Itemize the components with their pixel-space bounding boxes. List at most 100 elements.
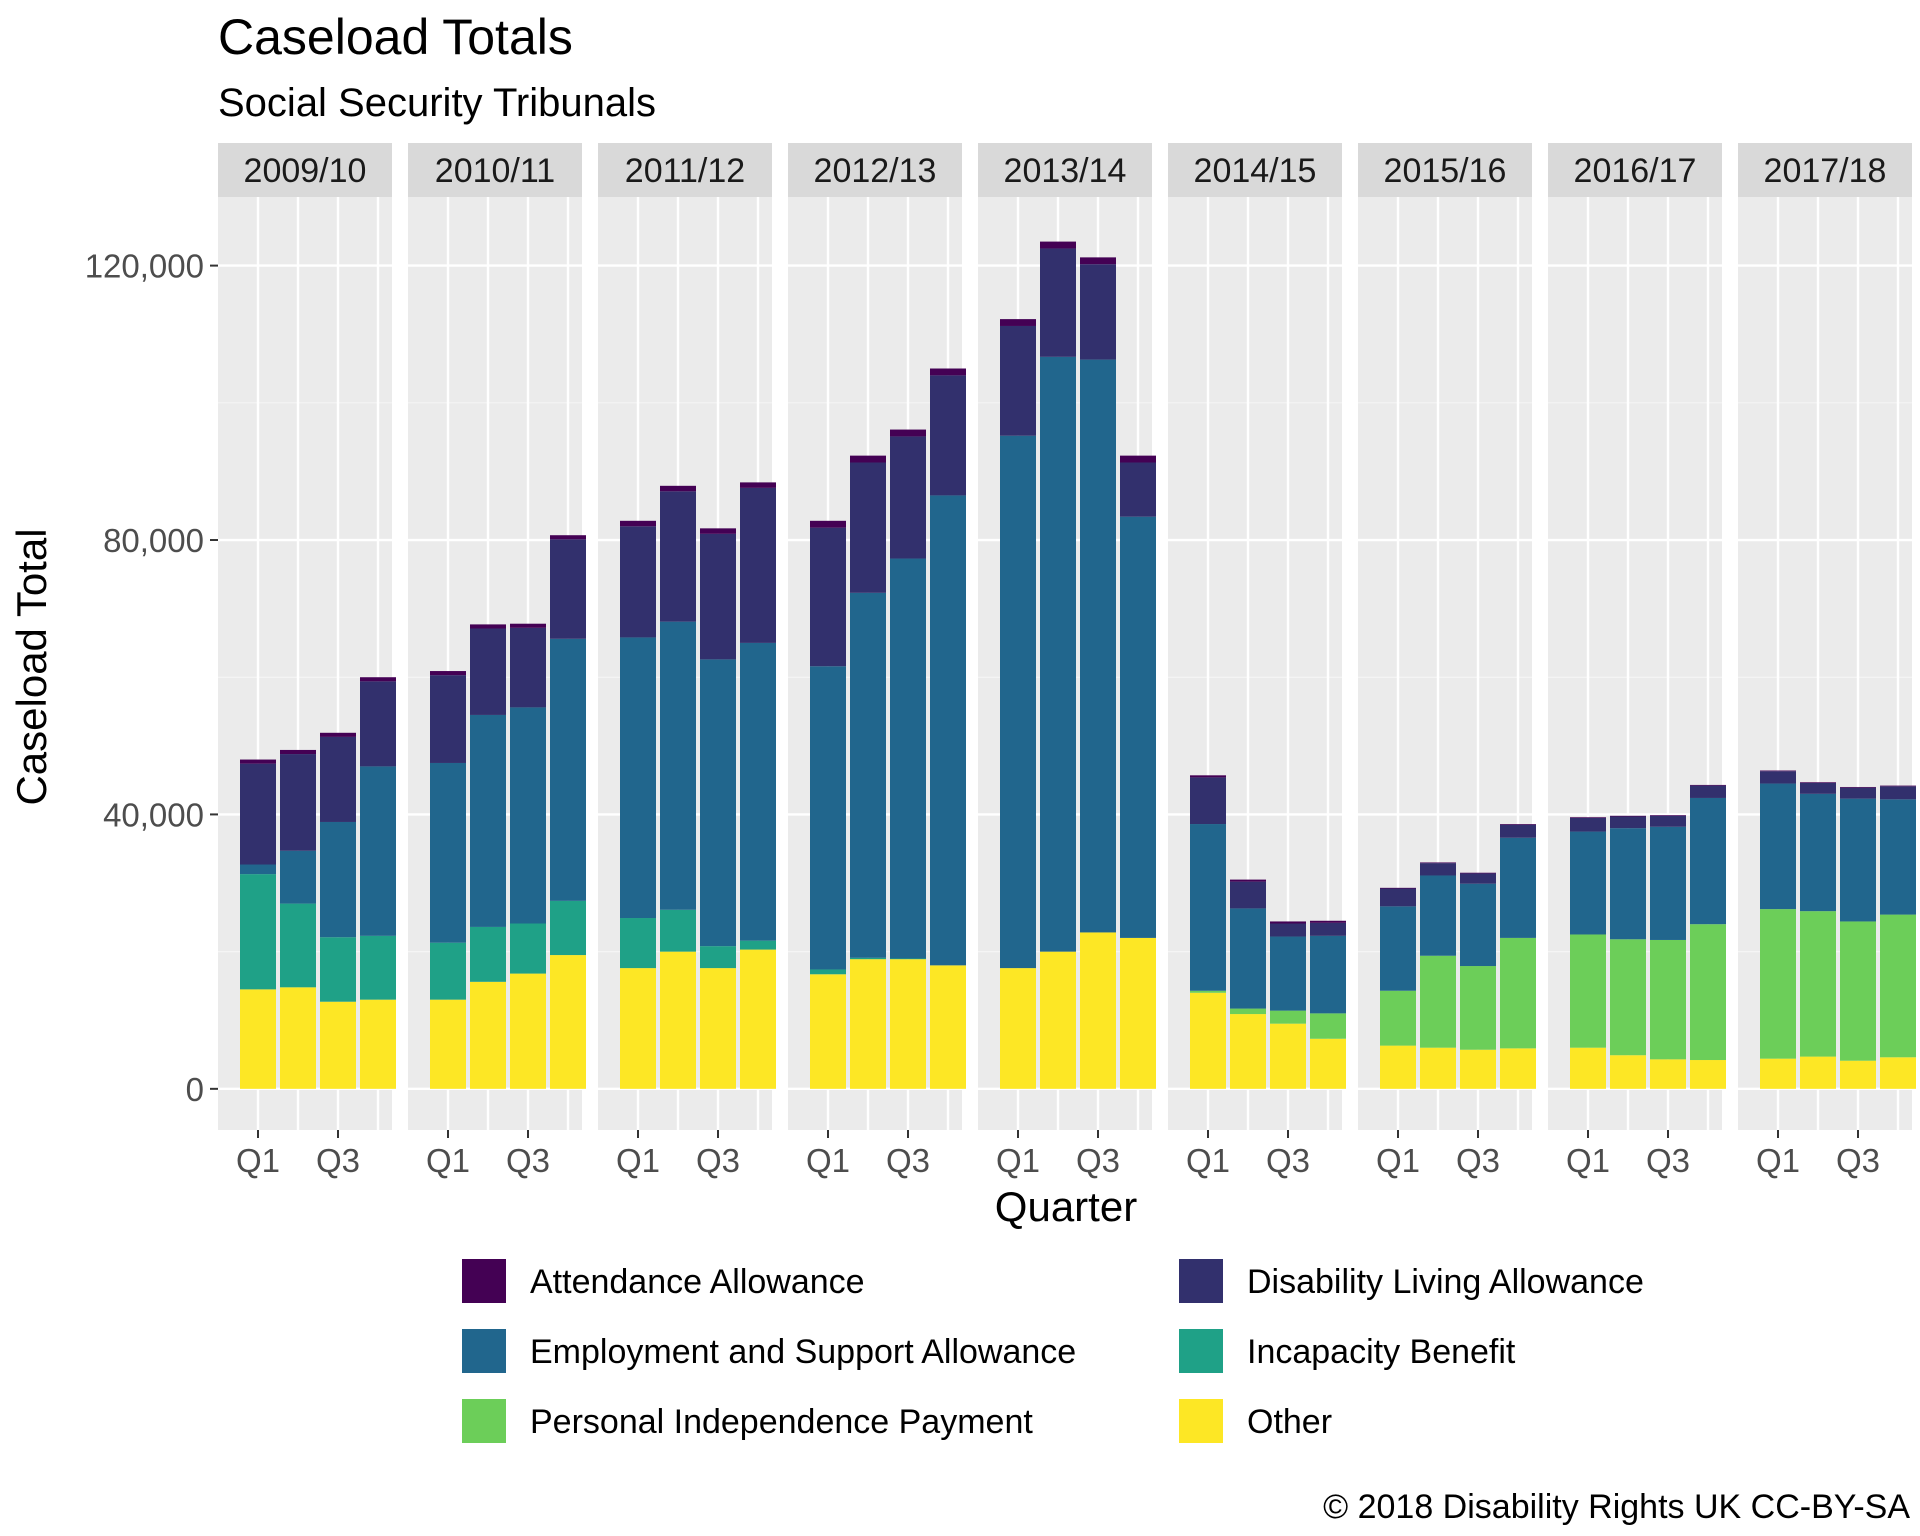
x-tick-label: Q3 xyxy=(1646,1142,1690,1179)
facet-strip xyxy=(1358,143,1532,197)
legend-label: Other xyxy=(1247,1403,1332,1441)
bar-segment xyxy=(1420,1047,1456,1089)
bar-segment xyxy=(1120,516,1156,938)
bar-segment xyxy=(1420,862,1456,864)
bar-segment xyxy=(1610,815,1646,817)
bar-segment xyxy=(1760,770,1796,772)
facet-strip xyxy=(1738,143,1912,197)
facet-strip-label: 2010/11 xyxy=(435,152,555,190)
bar-segment xyxy=(430,675,466,763)
bar-segment xyxy=(1460,872,1496,874)
x-tick-label: Q3 xyxy=(1456,1142,1500,1179)
bar-segment xyxy=(240,763,276,865)
legend-label: Personal Independence Payment xyxy=(530,1403,1033,1441)
bar-segment xyxy=(1270,1023,1306,1089)
bar-segment xyxy=(430,762,466,943)
bar-segment xyxy=(930,965,966,1089)
bar-segment xyxy=(1840,921,1876,1061)
facet-panel: 2012/13 Q1 Q3 xyxy=(788,143,966,1179)
bar-segment xyxy=(1650,815,1686,827)
bar-segment xyxy=(1040,248,1076,357)
bar-segment xyxy=(1040,951,1076,1089)
bar-segment xyxy=(810,527,846,667)
legend-label: Disability Living Allowance xyxy=(1247,1263,1644,1301)
bar-segment xyxy=(1080,359,1116,933)
facet-panel: 2015/16 Q1 Q3 xyxy=(1358,143,1536,1179)
bar-segment xyxy=(810,969,846,975)
bar-segment xyxy=(850,455,886,463)
bar-segment xyxy=(1000,435,1036,969)
bar-segment xyxy=(1840,787,1876,799)
bar-segment xyxy=(550,955,586,1089)
bar-segment xyxy=(1500,937,1536,1049)
bar-segment xyxy=(1230,1014,1266,1089)
bar-segment xyxy=(280,903,316,988)
bar-segment xyxy=(930,375,966,496)
bar-segment xyxy=(1380,887,1416,889)
bar-segment xyxy=(1880,1057,1916,1089)
bar-segment xyxy=(1120,937,1156,1089)
legend-item: Personal Independence Payment xyxy=(462,1399,1033,1443)
x-tick-label: Q1 xyxy=(1566,1142,1610,1179)
bar-segment xyxy=(660,951,696,1089)
bar-segment xyxy=(1000,325,1036,436)
bar-segment xyxy=(890,558,926,959)
bar-segment xyxy=(850,462,886,593)
bar-segment xyxy=(1190,992,1226,1089)
bar-segment xyxy=(1650,939,1686,1060)
bar-segment xyxy=(1800,911,1836,1057)
bar-segment xyxy=(1500,1048,1536,1089)
bar-segment xyxy=(850,592,886,958)
legend-item: Incapacity Benefit xyxy=(1179,1329,1516,1373)
bar-segment xyxy=(700,533,736,660)
bar-segment xyxy=(240,759,276,764)
bar-segment xyxy=(810,520,846,528)
bar-segment xyxy=(660,485,696,492)
bar-segment xyxy=(890,429,926,437)
bar-segment xyxy=(1610,939,1646,1056)
bar-segment xyxy=(700,946,736,969)
bar-segment xyxy=(510,707,546,924)
facet-panel: 2011/12 Q1 Q3 xyxy=(598,143,776,1179)
bar-segment xyxy=(510,623,546,628)
facet-strip-label: 2013/14 xyxy=(1004,152,1127,190)
bar-segment xyxy=(1000,319,1036,326)
bar-segment xyxy=(1190,990,1226,993)
bar-segment xyxy=(1570,934,1606,1048)
bar-segment xyxy=(1610,828,1646,940)
bar-segment xyxy=(360,935,396,1000)
bar-segment xyxy=(1040,356,1076,952)
bar-segment xyxy=(550,539,586,639)
legend-label: Employment and Support Allowance xyxy=(530,1333,1076,1371)
bar-segment xyxy=(1270,921,1306,924)
bar-segment xyxy=(740,940,776,950)
bar-segment xyxy=(1800,782,1836,794)
facet-panel: 2009/10 Q1 Q3 xyxy=(218,143,396,1179)
bar-segment xyxy=(1420,955,1456,1048)
legend: Attendance Allowance Disability Living Al… xyxy=(462,1259,1644,1443)
x-tick-label: Q1 xyxy=(426,1142,470,1179)
bar-segment xyxy=(550,638,586,901)
bar-segment xyxy=(1840,1060,1876,1089)
y-tick-label: 120,000 xyxy=(85,248,204,285)
facet-strip xyxy=(1168,143,1342,197)
bar-segment xyxy=(280,987,316,1089)
bar-segment xyxy=(740,642,776,941)
bar-segment xyxy=(1650,826,1686,940)
bar-segment xyxy=(1190,775,1226,778)
bar-segment xyxy=(1880,914,1916,1058)
facet-strip xyxy=(408,143,582,197)
bar-segment xyxy=(1570,1047,1606,1089)
bar-segment xyxy=(470,714,506,927)
legend-swatch xyxy=(462,1399,506,1443)
bar-segment xyxy=(1460,966,1496,1050)
bar-segment xyxy=(1230,879,1266,882)
bar-segment xyxy=(510,627,546,708)
bar-segment xyxy=(740,487,776,643)
bar-segment xyxy=(280,749,316,755)
bar-segment xyxy=(1760,771,1796,784)
bar-segment xyxy=(1000,968,1036,1089)
bar-segment xyxy=(1570,817,1606,818)
facet-panel: 2017/18 Q1 Q3 xyxy=(1738,143,1916,1179)
